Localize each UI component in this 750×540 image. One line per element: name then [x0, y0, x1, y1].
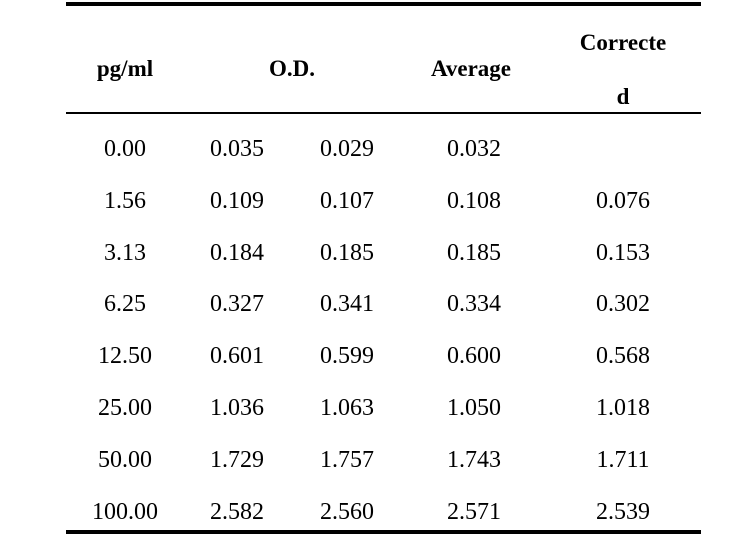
table-header-rule	[66, 112, 701, 114]
cell-od-1: 2.582	[210, 499, 264, 525]
cell-pgml: 0.00	[104, 136, 146, 162]
header-corrected-line2: d	[616, 84, 630, 109]
cell-corrected: 1.018	[596, 395, 650, 421]
cell-corrected: 0.076	[596, 188, 650, 214]
cell-pgml: 12.50	[98, 343, 152, 369]
cell-corrected: 0.153	[596, 240, 650, 266]
cell-pgml: 6.25	[104, 291, 146, 317]
header-pgml: pg/ml	[96, 56, 154, 81]
cell-average: 1.743	[447, 447, 501, 473]
cell-pgml: 50.00	[98, 447, 152, 473]
cell-pgml: 1.56	[104, 188, 146, 214]
table-bottom-rule	[66, 530, 701, 534]
cell-pgml: 3.13	[104, 240, 146, 266]
cell-average: 1.050	[447, 395, 501, 421]
table-row: 1.56 0.109 0.107 0.108 0.076	[0, 186, 750, 216]
cell-average: 0.334	[447, 291, 501, 317]
cell-od-1: 0.601	[210, 343, 264, 369]
cell-corrected: 2.539	[596, 499, 650, 525]
cell-average: 0.185	[447, 240, 501, 266]
cell-od-2: 2.560	[320, 499, 374, 525]
cell-od-2: 0.341	[320, 291, 374, 317]
table-row: 50.00 1.729 1.757 1.743 1.711	[0, 445, 750, 475]
table-row: 3.13 0.184 0.185 0.185 0.153	[0, 238, 750, 268]
table-top-rule	[66, 2, 701, 6]
cell-average: 0.032	[447, 136, 501, 162]
cell-od-2: 0.029	[320, 136, 374, 162]
table-row: 6.25 0.327 0.341 0.334 0.302	[0, 289, 750, 319]
cell-od-1: 0.035	[210, 136, 264, 162]
cell-od-2: 1.757	[320, 447, 374, 473]
cell-pgml: 25.00	[98, 395, 152, 421]
cell-od-2: 0.185	[320, 240, 374, 266]
cell-od-2: 1.063	[320, 395, 374, 421]
cell-od-2: 0.107	[320, 188, 374, 214]
cell-od-1: 1.036	[210, 395, 264, 421]
table-row: 0.00 0.035 0.029 0.032	[0, 134, 750, 164]
cell-corrected: 0.568	[596, 343, 650, 369]
cell-od-1: 0.184	[210, 240, 264, 266]
header-od: O.D.	[269, 56, 315, 81]
header-corrected-line1: Correcte	[579, 30, 667, 55]
cell-od-1: 1.729	[210, 447, 264, 473]
cell-od-2: 0.599	[320, 343, 374, 369]
table-row: 25.00 1.036 1.063 1.050 1.018	[0, 393, 750, 423]
cell-average: 0.600	[447, 343, 501, 369]
header-average: Average	[430, 56, 512, 81]
table-row: 100.00 2.582 2.560 2.571 2.539	[0, 497, 750, 527]
cell-pgml: 100.00	[92, 499, 158, 525]
cell-od-1: 0.109	[210, 188, 264, 214]
cell-average: 0.108	[447, 188, 501, 214]
cell-od-1: 0.327	[210, 291, 264, 317]
cell-corrected: 1.711	[596, 447, 650, 473]
table-row: 12.50 0.601 0.599 0.600 0.568	[0, 341, 750, 371]
cell-average: 2.571	[447, 499, 501, 525]
cell-corrected: 0.302	[596, 291, 650, 317]
